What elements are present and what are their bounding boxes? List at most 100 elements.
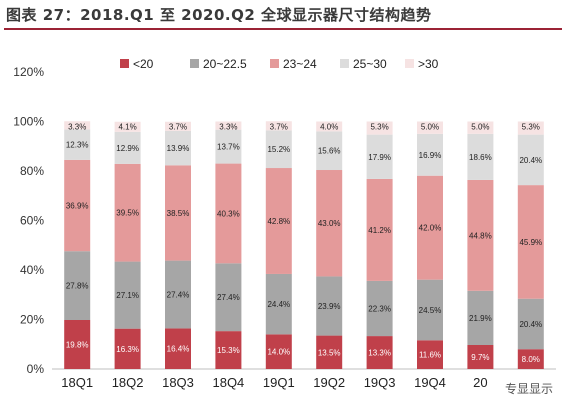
legend-label: <20 xyxy=(133,57,154,71)
data-label: 16.3% xyxy=(116,345,139,354)
data-label: 4.1% xyxy=(118,123,136,132)
bar-segment xyxy=(517,121,544,135)
chart-title: 图表 27：2018.Q1 至 2020.Q2 全球显示器尺寸结构趋势 xyxy=(6,6,432,24)
bars xyxy=(64,121,544,369)
bar-segment xyxy=(467,133,494,180)
bar-segment xyxy=(265,130,292,169)
data-label: 23.9% xyxy=(318,302,341,311)
legend-label: 23~24 xyxy=(283,57,317,71)
x-tick-label: 19Q4 xyxy=(414,375,446,390)
bar-segment xyxy=(114,131,141,164)
bar-segment xyxy=(215,129,242,164)
bar-segment xyxy=(265,273,292,335)
bar-segment xyxy=(64,159,91,252)
bar-segment xyxy=(316,276,343,336)
data-label: 3.3% xyxy=(68,122,86,131)
data-label: 36.9% xyxy=(66,202,89,211)
bar-segment xyxy=(165,165,191,261)
data-label: 8.0% xyxy=(522,355,540,364)
bar-segment xyxy=(165,130,191,166)
data-label: 24.4% xyxy=(267,300,290,309)
data-label: 38.5% xyxy=(167,209,190,218)
data-label: 19.8% xyxy=(66,340,89,349)
data-label: 42.0% xyxy=(419,224,442,233)
y-tick-label: 0% xyxy=(27,362,45,376)
legend: <20 20~22.5 23~24 25~30 >30 xyxy=(120,57,439,71)
data-label: 27.8% xyxy=(66,282,89,291)
data-label: 5.3% xyxy=(370,123,388,132)
bar-segment xyxy=(64,129,91,160)
bar-segment xyxy=(517,349,544,369)
data-label: 40.3% xyxy=(217,209,240,218)
bar-segment xyxy=(366,336,393,369)
data-label: 5.3% xyxy=(522,123,540,132)
data-labels: 19.8% 27.8% 36.9% 12.3% 3.3% 16.3% 27.1% 39.5% 1… xyxy=(66,122,542,364)
y-tick-label: 80% xyxy=(20,164,44,178)
bar-segment xyxy=(114,328,141,369)
legend-swatch xyxy=(190,59,199,68)
y-tick-label: 40% xyxy=(20,263,44,277)
data-label: 13.7% xyxy=(217,143,240,152)
bar-segment xyxy=(417,340,443,369)
legend-swatch xyxy=(340,59,349,68)
bar-segment xyxy=(417,175,443,280)
bar-segment xyxy=(467,344,494,369)
data-label: 14.0% xyxy=(267,348,290,357)
data-label: 13.9% xyxy=(167,144,190,153)
data-label: 11.6% xyxy=(419,351,441,360)
data-label: 15.2% xyxy=(267,145,290,154)
data-label: 21.9% xyxy=(469,314,492,323)
data-label: 16.9% xyxy=(419,151,442,160)
bar-segment xyxy=(64,319,91,369)
data-label: 39.5% xyxy=(116,209,139,218)
data-label: 27.4% xyxy=(167,291,190,300)
x-tick-label: 18Q3 xyxy=(162,375,194,390)
x-tick-label: 19Q1 xyxy=(263,375,295,390)
bar-segment xyxy=(517,134,544,186)
data-label: 3.7% xyxy=(270,122,288,131)
bar-segment xyxy=(316,121,343,132)
bar-segment xyxy=(366,121,393,135)
data-label: 44.8% xyxy=(469,231,492,240)
data-label: 20.4% xyxy=(519,320,542,329)
watermark-logo: 专显显示 xyxy=(501,379,556,398)
data-label: 5.0% xyxy=(471,123,489,132)
bar-segment xyxy=(517,185,544,299)
data-label: 12.9% xyxy=(116,144,139,153)
bar-segment xyxy=(265,121,292,131)
data-label: 42.8% xyxy=(267,217,290,226)
data-label: 16.4% xyxy=(167,345,190,354)
data-label: 41.2% xyxy=(368,226,391,235)
data-label: 15.6% xyxy=(318,147,341,156)
legend-label: 20~22.5 xyxy=(203,57,247,71)
bar-segment xyxy=(417,121,443,134)
bar-segment xyxy=(316,335,343,369)
x-tick-label: 18Q4 xyxy=(212,375,244,390)
legend-label: >30 xyxy=(418,57,439,71)
data-label: 12.3% xyxy=(66,141,89,150)
x-tick-label: 19Q3 xyxy=(364,375,396,390)
bar-segment xyxy=(265,168,292,274)
bar-segment xyxy=(417,133,443,176)
bar-segment xyxy=(165,260,191,329)
y-tick-label: 60% xyxy=(20,214,44,228)
data-label: 13.3% xyxy=(368,349,391,358)
bar-segment xyxy=(165,121,191,131)
title-divider xyxy=(4,28,562,30)
bar-segment xyxy=(467,121,494,134)
bar-segment xyxy=(215,163,242,264)
bar-segment xyxy=(316,131,343,171)
legend-label: 25~30 xyxy=(353,57,387,71)
data-label: 9.7% xyxy=(471,353,489,362)
data-label: 3.3% xyxy=(219,123,237,132)
bar-segment xyxy=(215,331,242,369)
x-tick-label: 19Q2 xyxy=(313,375,345,390)
bar-segment xyxy=(366,280,393,337)
x-tick-label: 18Q2 xyxy=(112,375,144,390)
bar-segment xyxy=(517,298,544,350)
data-label: 45.9% xyxy=(519,238,542,247)
data-label: 18.6% xyxy=(469,153,492,162)
x-tick-label: 18Q1 xyxy=(61,375,93,390)
bar-segment xyxy=(265,334,292,369)
